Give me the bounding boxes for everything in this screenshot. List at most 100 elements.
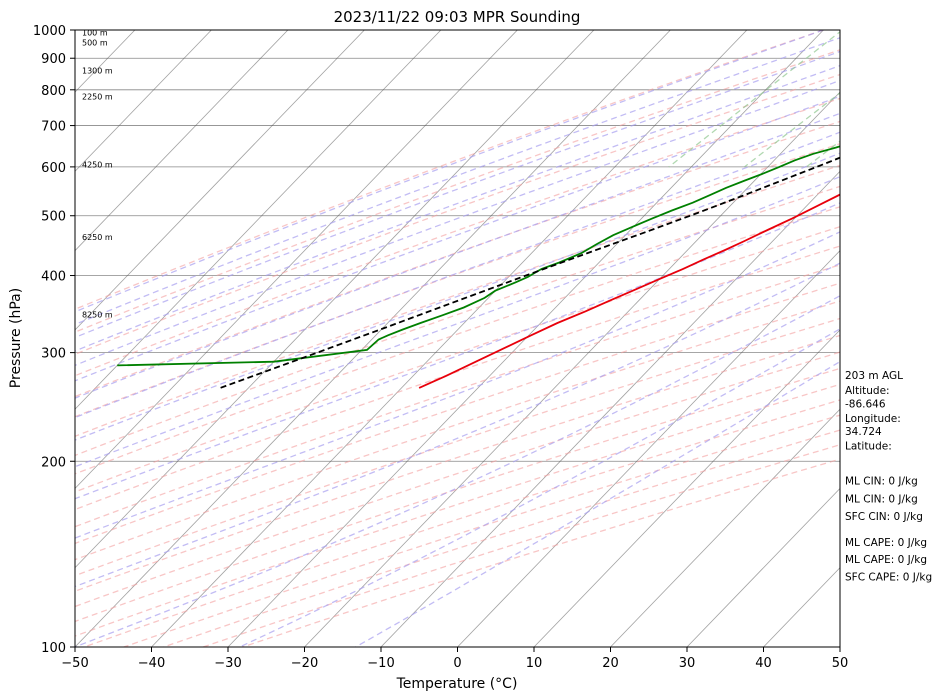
y-tick-label: 900 [41,52,66,67]
dry-adiabat-line [75,367,840,623]
moist-adiabat-line [75,30,824,313]
dry-adiabat-line [75,300,840,561]
moist-adiabat-line [75,262,840,588]
isotherm-line [75,30,289,252]
height-label: 1300 m [82,66,113,75]
moist-adiabat-line [75,112,840,399]
mixing-ratio-line [845,30,947,167]
height-label: 8250 m [82,310,113,319]
dry-adiabat-line [75,97,840,377]
moist-adiabat-line [75,152,840,441]
dry-adiabat-line [75,185,840,457]
isotherm-line [75,30,365,331]
dry-adiabat-line [123,414,840,647]
moist-adiabat-line [239,328,840,647]
moist-adiabat-line [75,50,840,339]
isotherm-line [151,30,748,647]
moist-adiabat-line [75,175,840,468]
x-tick-label: 40 [755,656,772,671]
x-tick-label: 0 [453,656,461,671]
dry-adiabat-line [75,206,840,475]
dry-adiabat-line [75,120,840,398]
x-axis-title: Temperature (°C) [396,676,518,692]
mixing-ratio-line [895,30,947,167]
moist-adiabat-line [75,64,840,352]
isotherm-line [75,30,442,410]
series-layer [117,145,840,390]
moist-adiabat-line [75,95,840,382]
x-axis: −50 −40 −30 −20 −10 0 10 20 30 40 50 [61,647,848,671]
x-tick-label: 50 [832,656,849,671]
y-tick-label: 700 [41,120,66,135]
background-lines [75,30,947,647]
y-tick-label: 500 [41,210,66,225]
height-label: 2250 m [82,93,113,102]
height-label: 4250 m [82,161,113,170]
x-tick-label: 10 [526,656,543,671]
dry-adiabat-line [75,164,840,437]
isotherm-line [380,170,840,647]
isotherm-line [457,250,840,647]
sounding-info-text: Altitude: [845,385,890,397]
x-tick-label: 30 [679,656,696,671]
isotherm-line [75,30,212,172]
y-tick-label: 600 [41,161,66,176]
height-label: 500 m [82,38,108,47]
parcel-profile-line [217,156,840,390]
height-label: 100 m [82,29,108,38]
dry-adiabat-line [75,143,840,418]
x-tick-label: −40 [138,656,165,671]
sounding-info-text: -86.646 [845,399,886,411]
y-axis: 100 200 300 400 500 600 700 800 900 1000 [33,24,75,656]
sounding-info-text: 34.724 [845,426,882,438]
mixing-ratio-line [806,140,840,168]
x-tick-label: −50 [61,656,88,671]
dry-adiabat-line [75,226,840,493]
moist-adiabat-line [75,231,840,539]
dry-adiabat-line [75,30,824,310]
sounding-info-text: 203 m AGL [845,370,903,382]
dry-adiabat-line [242,458,840,647]
dry-adiabat-line [75,334,840,592]
y-axis-title: Pressure (hPa) [8,288,24,388]
temperature-profile-line [418,193,840,389]
isotherm-line [75,30,671,647]
dry-adiabat-line [75,383,840,637]
isotherm-line [304,91,840,647]
dry-adiabat-line [75,317,840,577]
isotherm-line [686,487,840,647]
height-label: 6250 m [82,233,113,242]
moist-adiabat-line [75,131,840,419]
dry-adiabat-line [75,264,840,528]
y-tick-label: 1000 [33,24,66,39]
sounding-info-text: ML CAPE: 0 J/kg [845,537,927,549]
sounding-info-text: ML CIN: 0 J/kg [845,494,918,506]
x-tick-label: −30 [214,656,241,671]
moist-adiabat-line [75,79,840,367]
isotherm-line [610,408,840,647]
y-tick-label: 400 [41,270,66,285]
dewpoint-profile-line [117,145,840,367]
dry-adiabat-line [202,444,840,647]
isotherm-line [75,30,595,569]
y-tick-label: 200 [41,455,66,470]
dry-adiabat-line [75,73,840,355]
x-tick-label: −20 [291,656,318,671]
x-tick-label: −10 [367,656,394,671]
y-tick-label: 800 [41,84,66,99]
sounding-info-text: SFC CIN: 0 J/kg [845,511,923,523]
sounding-info-text: Longitude: [845,413,901,425]
moist-adiabat-line [75,202,840,500]
chart-title: 2023/11/22 09:03 MPR Sounding [334,8,581,26]
dry-adiabat-line [75,49,840,333]
mixing-ratio-line [668,30,840,168]
dry-adiabat-line [75,351,840,608]
sounding-info-text: ML CIN: 0 J/kg [845,476,918,488]
y-tick-label: 100 [41,641,66,656]
plot-frame [74,29,841,648]
isotherm-line [75,30,518,490]
x-tick-label: 20 [602,656,619,671]
y-tick-label: 300 [41,347,66,362]
